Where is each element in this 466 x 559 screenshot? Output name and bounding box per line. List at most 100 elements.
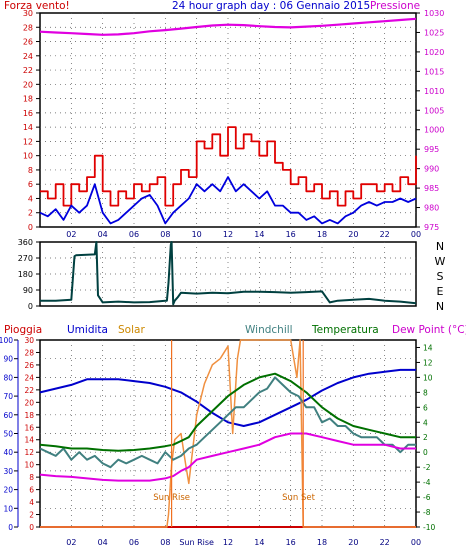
wind-tick-label: 6 (28, 180, 33, 189)
pressure-axis-title: Pressione (370, 0, 420, 12)
temperature-tick-label: -2 (423, 463, 431, 472)
x-tick-label: 00 (411, 538, 421, 547)
x-tick-label: 06 (129, 230, 139, 239)
x-tick-label: 16 (286, 538, 296, 547)
temperature-tick-label: 14 (423, 343, 433, 352)
rain-tick-label: 24 (24, 373, 34, 382)
humidity-tick-label: 100 (0, 336, 13, 345)
humidity-tick-label: 30 (3, 467, 13, 476)
rain-tick-label: 8 (29, 473, 34, 482)
x-tick-label: 04 (98, 538, 108, 547)
temperature-x-ticks: 02 04 06 08 Sun Rise 12 14 16 18 20 22 00 (66, 538, 421, 547)
wind-tick-label: 18 (23, 95, 33, 104)
series-line (39, 432, 416, 482)
temperature-tick-label: -10 (423, 523, 435, 532)
temperature-y-ticks: -10 -8 -6 -4 -2 0 2 4 6 8 10 12 14 (416, 343, 435, 532)
legend-label: Dew Point (°C) (392, 324, 466, 336)
sun-annotation: Sun Set (282, 493, 315, 503)
wind-tick-label: 22 (23, 66, 33, 75)
sun-annotation: Sun Rise (153, 493, 190, 503)
x-tick-label: 08 (160, 230, 170, 239)
temperature-tick-label: -8 (423, 508, 431, 517)
temperature-grid (40, 340, 416, 527)
legend-label: Umidita (67, 324, 108, 336)
x-tick-label: 06 (129, 538, 139, 547)
pressure-tick-label: 980 (424, 204, 439, 213)
compass-label: N (436, 300, 444, 313)
rain-tick-label: 26 (24, 361, 34, 370)
direction-tick-label: 180 (18, 270, 33, 279)
x-tick-label: Sun Rise (179, 538, 214, 547)
series-line (39, 368, 416, 427)
temperature-plot-frame (39, 339, 417, 528)
rain-tick-label: 28 (24, 348, 34, 357)
wind-tick-label: 30 (23, 9, 33, 18)
x-tick-label: 08 (160, 538, 170, 547)
wind-grid (40, 13, 416, 227)
wind-tick-label: 8 (28, 166, 33, 175)
x-tick-label: 12 (223, 538, 233, 547)
rain-tick-label: 12 (24, 448, 34, 457)
humidity-tick-label: 40 (3, 448, 13, 457)
pressure-tick-label: 1020 (424, 48, 444, 57)
rain-tick-label: 20 (24, 398, 34, 407)
humidity-tick-label: 50 (3, 430, 13, 439)
legend-label: Pioggia (4, 324, 42, 336)
legend-label: Windchill (245, 324, 293, 336)
pressure-tick-label: 1005 (424, 106, 444, 115)
series-line (39, 17, 417, 36)
pressure-tick-label: 990 (424, 165, 439, 174)
temperature-tick-label: 2 (423, 433, 428, 442)
humidity-tick-label: 10 (3, 504, 13, 513)
x-tick-label: 02 (66, 230, 76, 239)
legend-label: Temperatura (311, 324, 379, 336)
temperature-legend: Pioggia Umidita Solar Windchill Temperatura D… (4, 324, 466, 336)
rain-tick-label: 10 (24, 461, 34, 470)
pressure-tick-label: 1000 (424, 126, 444, 135)
pressure-tick-label: 985 (424, 184, 439, 193)
direction-y-ticks: 0 90 180 270 360 (18, 238, 40, 311)
pressure-tick-label: 1025 (424, 28, 444, 37)
wind-tick-label: 26 (23, 38, 33, 47)
x-tick-label: 16 (286, 230, 296, 239)
x-tick-label: 18 (317, 230, 327, 239)
pressure-tick-label: 1010 (424, 87, 444, 96)
series-line (39, 372, 416, 452)
wind-tick-label: 20 (23, 80, 33, 89)
compass-label: N (436, 240, 444, 253)
humidity-tick-label: 60 (3, 411, 13, 420)
x-tick-label: 22 (380, 538, 390, 547)
pressure-tick-label: 1030 (424, 9, 444, 18)
pressure-tick-label: 975 (424, 223, 439, 232)
wind-tick-label: 14 (23, 123, 33, 132)
x-tick-label: 14 (254, 538, 264, 547)
x-tick-label: 00 (411, 230, 421, 239)
rain-tick-label: 18 (24, 411, 34, 420)
wind-tick-label: 0 (28, 223, 33, 232)
direction-tick-label: 360 (18, 238, 33, 247)
wind-tick-label: 2 (28, 209, 33, 218)
temperature-panel: Pioggia Umidita Solar Windchill Temperatura D… (0, 324, 466, 547)
series-line (40, 339, 416, 528)
wind-axis-title: Forza vento! (4, 0, 70, 12)
compass-label: W (435, 255, 446, 268)
direction-tick-label: 270 (18, 254, 33, 263)
compass-label: E (437, 285, 444, 298)
series-line (39, 376, 416, 469)
wind-tick-label: 24 (23, 52, 33, 61)
pressure-y-ticks: 975 980 985 990 995 1000 1005 1010 1015 1020 1025 1… (416, 9, 444, 232)
x-tick-label: 18 (317, 538, 327, 547)
temperature-tick-label: -6 (423, 493, 431, 502)
humidity-tick-label: 80 (3, 373, 13, 382)
series-line (40, 126, 417, 207)
temperature-tick-label: -4 (423, 478, 431, 487)
temperature-tick-label: 8 (423, 388, 428, 397)
wind-tick-label: 10 (23, 152, 33, 161)
series-line (39, 176, 417, 225)
direction-tick-label: 0 (28, 302, 33, 311)
direction-tick-label: 90 (23, 286, 33, 295)
rain-tick-label: 14 (24, 436, 34, 445)
